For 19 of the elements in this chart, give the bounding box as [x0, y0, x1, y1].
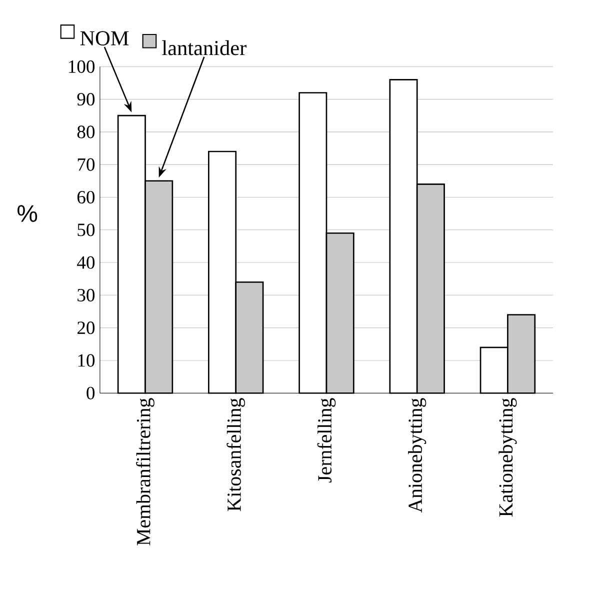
x-tick-label: Jernfelling: [317, 398, 336, 483]
y-tick-label: 0: [86, 386, 95, 400]
y-tick-label: 70: [78, 158, 95, 171]
y-tick-label: 100: [69, 60, 95, 73]
y-tick-label: 30: [78, 288, 95, 302]
y-tick-label: 10: [78, 354, 95, 367]
y-axis-title: %: [18, 205, 38, 222]
y-tick-label: 40: [77, 256, 95, 269]
y-tick-label: 60: [78, 190, 95, 204]
x-tick-label: Kitosanfelling: [226, 398, 246, 512]
y-tick-label: 90: [77, 93, 95, 106]
y-tick-label: 20: [78, 322, 95, 334]
x-tick-label: Membranfiltrering: [136, 398, 155, 546]
y-tick-label: 50: [78, 224, 95, 236]
x-tick-label: Kationebytting: [498, 398, 517, 517]
y-tick-label: 80: [78, 126, 95, 138]
legend-label: lantanider: [162, 40, 247, 56]
legend-label: NOM: [80, 31, 129, 46]
x-tick-label: Anionebytting: [408, 398, 426, 513]
